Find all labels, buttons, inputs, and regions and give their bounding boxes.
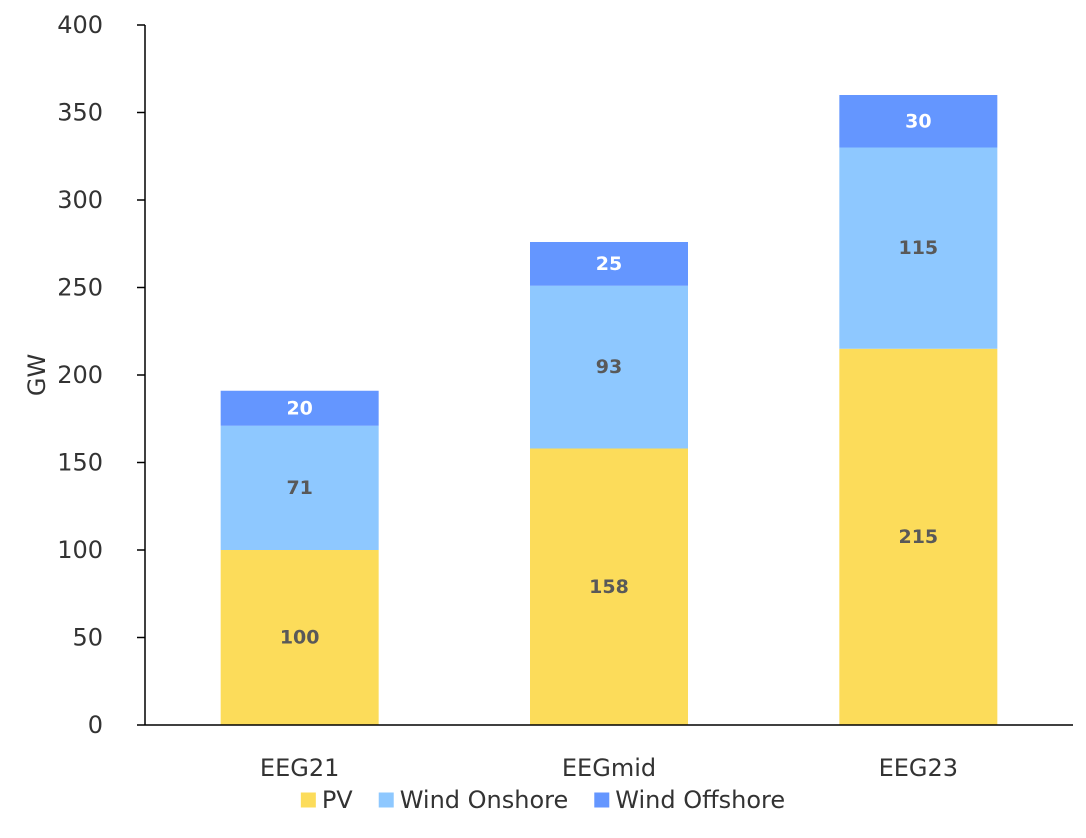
bar-value-label: 20 [286, 397, 312, 419]
bar-segment-wind-offshore [220, 390, 379, 426]
legend-swatch [594, 792, 610, 808]
x-tick-label: EEG21 [260, 754, 339, 782]
legend-item-pv: PV [300, 786, 353, 814]
bar-value-label: 93 [596, 356, 622, 378]
bar-data-labels: 100 71 20 158 93 25 215 115 30 [280, 110, 938, 648]
legend-swatch [378, 792, 394, 808]
legend-item-wind-onshore: Wind Onshore [378, 786, 569, 814]
y-tick-label: 350 [57, 99, 103, 127]
bar-segment-wind-offshore [530, 242, 688, 286]
y-tick-label: 100 [57, 536, 103, 564]
x-tick-label: EEGmid [562, 754, 656, 782]
bar-segment-wind-onshore [839, 147, 998, 349]
y-axis-ticks: 0 50 100 150 200 250 300 350 400 [57, 11, 145, 739]
x-tick-label: EEG23 [879, 754, 958, 782]
legend-label: PV [322, 786, 353, 814]
bar-segment-wind-onshore [530, 285, 688, 449]
bar-segment-pv [530, 448, 688, 725]
legend: PV Wind Onshore Wind Offshore [300, 786, 785, 814]
bar-value-label: 115 [898, 237, 938, 259]
bar-value-label: 158 [589, 576, 629, 598]
legend-swatch [300, 792, 316, 808]
legend-label: Wind Offshore [615, 786, 785, 814]
legend-label: Wind Onshore [400, 786, 569, 814]
bar-value-label: 71 [286, 477, 312, 499]
bar-value-label: 25 [596, 253, 622, 275]
y-tick-label: 250 [57, 274, 103, 302]
bars [220, 95, 998, 725]
y-tick-label: 150 [57, 449, 103, 477]
bar-segment-wind-offshore [839, 95, 998, 148]
y-tick-label: 50 [72, 624, 103, 652]
y-axis-title: GW [23, 354, 51, 396]
x-axis-tick-labels: EEG21 EEGmid EEG23 [260, 754, 958, 782]
bar-segment-pv [220, 550, 379, 725]
y-tick-label: 300 [57, 186, 103, 214]
y-tick-label: 200 [57, 361, 103, 389]
y-tick-label: 0 [88, 711, 103, 739]
bar-value-label: 100 [280, 627, 320, 649]
bar-segment-wind-onshore [220, 425, 379, 550]
y-tick-label: 400 [57, 11, 103, 39]
bar-value-label: 30 [905, 110, 931, 132]
bar-value-label: 215 [898, 526, 938, 548]
legend-item-wind-offshore: Wind Offshore [594, 786, 785, 814]
bar-segment-pv [839, 348, 998, 725]
